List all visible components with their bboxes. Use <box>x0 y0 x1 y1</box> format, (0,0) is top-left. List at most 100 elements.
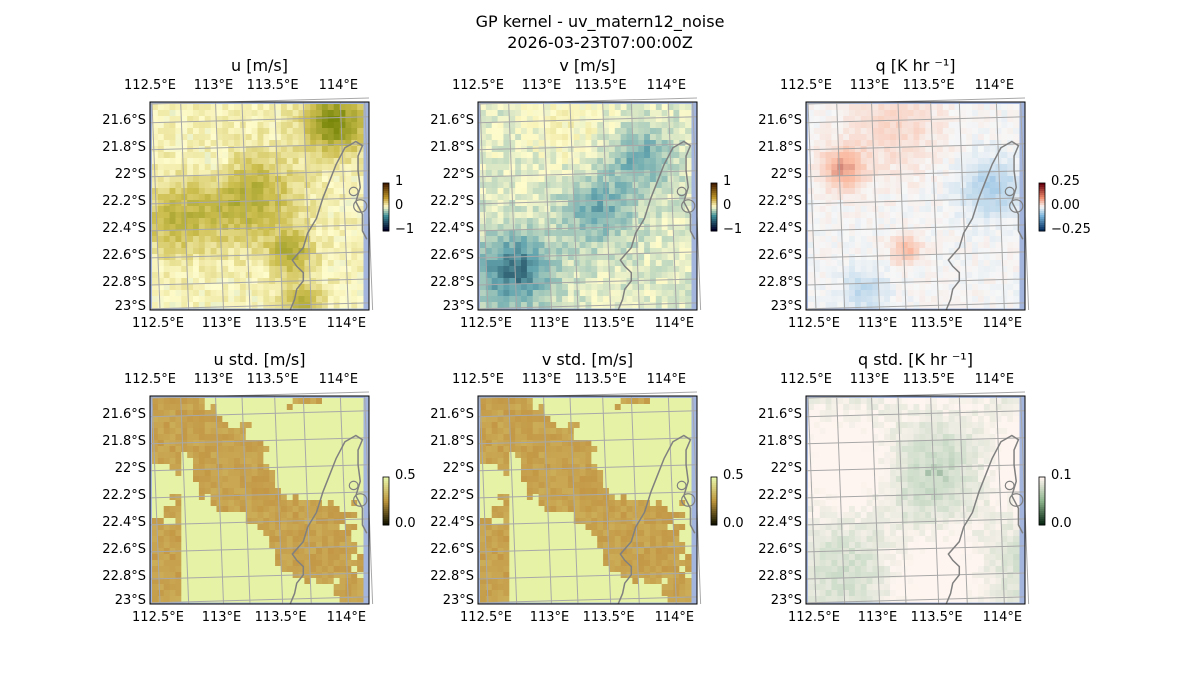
grid-cell <box>849 230 856 237</box>
grid-cell <box>819 212 827 219</box>
grid-cell <box>339 134 346 141</box>
grid-cell <box>597 188 604 195</box>
grid-cell <box>579 188 586 195</box>
grid-cell <box>163 446 171 453</box>
grid-cell <box>175 116 182 123</box>
grid-cell <box>925 248 932 255</box>
grid-cell <box>585 170 592 177</box>
grid-cell <box>960 104 967 111</box>
grid-cell <box>298 518 305 525</box>
grid-cell <box>175 140 182 147</box>
grid-cell <box>222 146 229 153</box>
grid-cell <box>351 242 358 249</box>
grid-cell <box>649 236 657 243</box>
grid-cell <box>538 284 545 291</box>
grid-cell <box>304 224 311 231</box>
grid-cell <box>316 476 323 483</box>
grid-cell <box>890 188 897 195</box>
grid-cell <box>813 242 821 249</box>
grid-cell <box>351 506 358 513</box>
grid-cell <box>157 188 165 195</box>
colorbar-segment <box>711 229 717 232</box>
grid-cell <box>280 236 288 243</box>
grid-cell <box>316 434 323 441</box>
grid-cell <box>972 218 979 225</box>
grid-cell <box>977 140 985 147</box>
grid-cell <box>181 566 188 573</box>
grid-cell <box>521 194 528 201</box>
grid-cell <box>673 146 680 153</box>
lon-tick-label: 114°E <box>318 372 359 387</box>
lat-tick-label: 22.2°S <box>102 193 146 209</box>
colorbar <box>382 182 390 232</box>
grid-cell <box>157 566 165 573</box>
grid-cell <box>327 476 335 483</box>
grid-cell <box>222 188 229 195</box>
grid-cell <box>509 176 516 183</box>
grid-cell <box>222 518 229 525</box>
grid-cell <box>673 260 680 267</box>
grid-cell <box>269 404 276 411</box>
grid-cell <box>316 182 323 189</box>
grid-cell <box>913 272 920 279</box>
grid-cell <box>292 248 300 255</box>
grid-cell <box>1007 296 1014 303</box>
grid-cell <box>901 254 909 261</box>
grid-cell <box>655 146 663 153</box>
grid-cell <box>854 122 862 129</box>
grid-cell <box>251 254 258 261</box>
grid-cell <box>286 152 294 159</box>
lon-tick-label: 113.5°E <box>254 610 307 625</box>
grid-cell <box>649 128 657 135</box>
grid-cell <box>685 284 692 291</box>
lat-tick-label: 22.4°S <box>758 220 802 236</box>
grid-cell <box>1007 182 1014 189</box>
grid-cell <box>1013 158 1020 165</box>
grid-cell <box>198 560 206 567</box>
grid-cell <box>585 260 592 267</box>
grid-cell <box>169 452 176 459</box>
grid-cell <box>257 500 264 507</box>
grid-cell <box>234 404 241 411</box>
grid-cell <box>304 290 311 297</box>
grid-cell <box>269 248 276 255</box>
grid-cell <box>175 398 182 405</box>
grid-cell <box>228 476 235 483</box>
grid-cell <box>157 152 165 159</box>
grid-cell <box>849 206 856 213</box>
grid-cell <box>837 134 844 141</box>
grid-cell <box>977 200 985 207</box>
grid-cell <box>925 110 932 117</box>
grid-cell <box>591 104 598 111</box>
grid-cell <box>280 440 288 447</box>
grid-cell <box>685 224 692 231</box>
grid-cell <box>204 410 212 417</box>
grid-cell <box>234 248 241 255</box>
grid-cell <box>638 206 645 213</box>
grid-cell <box>515 212 522 219</box>
grid-cell <box>263 500 270 507</box>
grid-cell <box>983 290 991 297</box>
grid-cell <box>345 266 352 273</box>
grid-cell <box>667 254 674 261</box>
grid-cell <box>245 212 253 219</box>
coastline <box>289 140 368 311</box>
grid-cell <box>310 476 317 483</box>
grid-cell <box>878 260 885 267</box>
grid-cell <box>977 170 985 177</box>
grid-cell <box>316 284 323 291</box>
grid-cell <box>673 194 680 201</box>
grid-cell <box>556 278 563 285</box>
grid-cell <box>321 524 329 531</box>
grid-cell <box>597 128 604 135</box>
grid-cell <box>175 104 182 111</box>
grid-cell <box>239 146 247 153</box>
grid-cell <box>849 218 856 225</box>
grid-cell <box>620 194 628 201</box>
grid-cell <box>679 242 686 249</box>
grid-cell <box>216 236 223 243</box>
grid-cell <box>327 566 335 573</box>
grid-cell <box>339 524 346 531</box>
grid-cell <box>333 170 341 177</box>
grid-cell <box>919 194 926 201</box>
